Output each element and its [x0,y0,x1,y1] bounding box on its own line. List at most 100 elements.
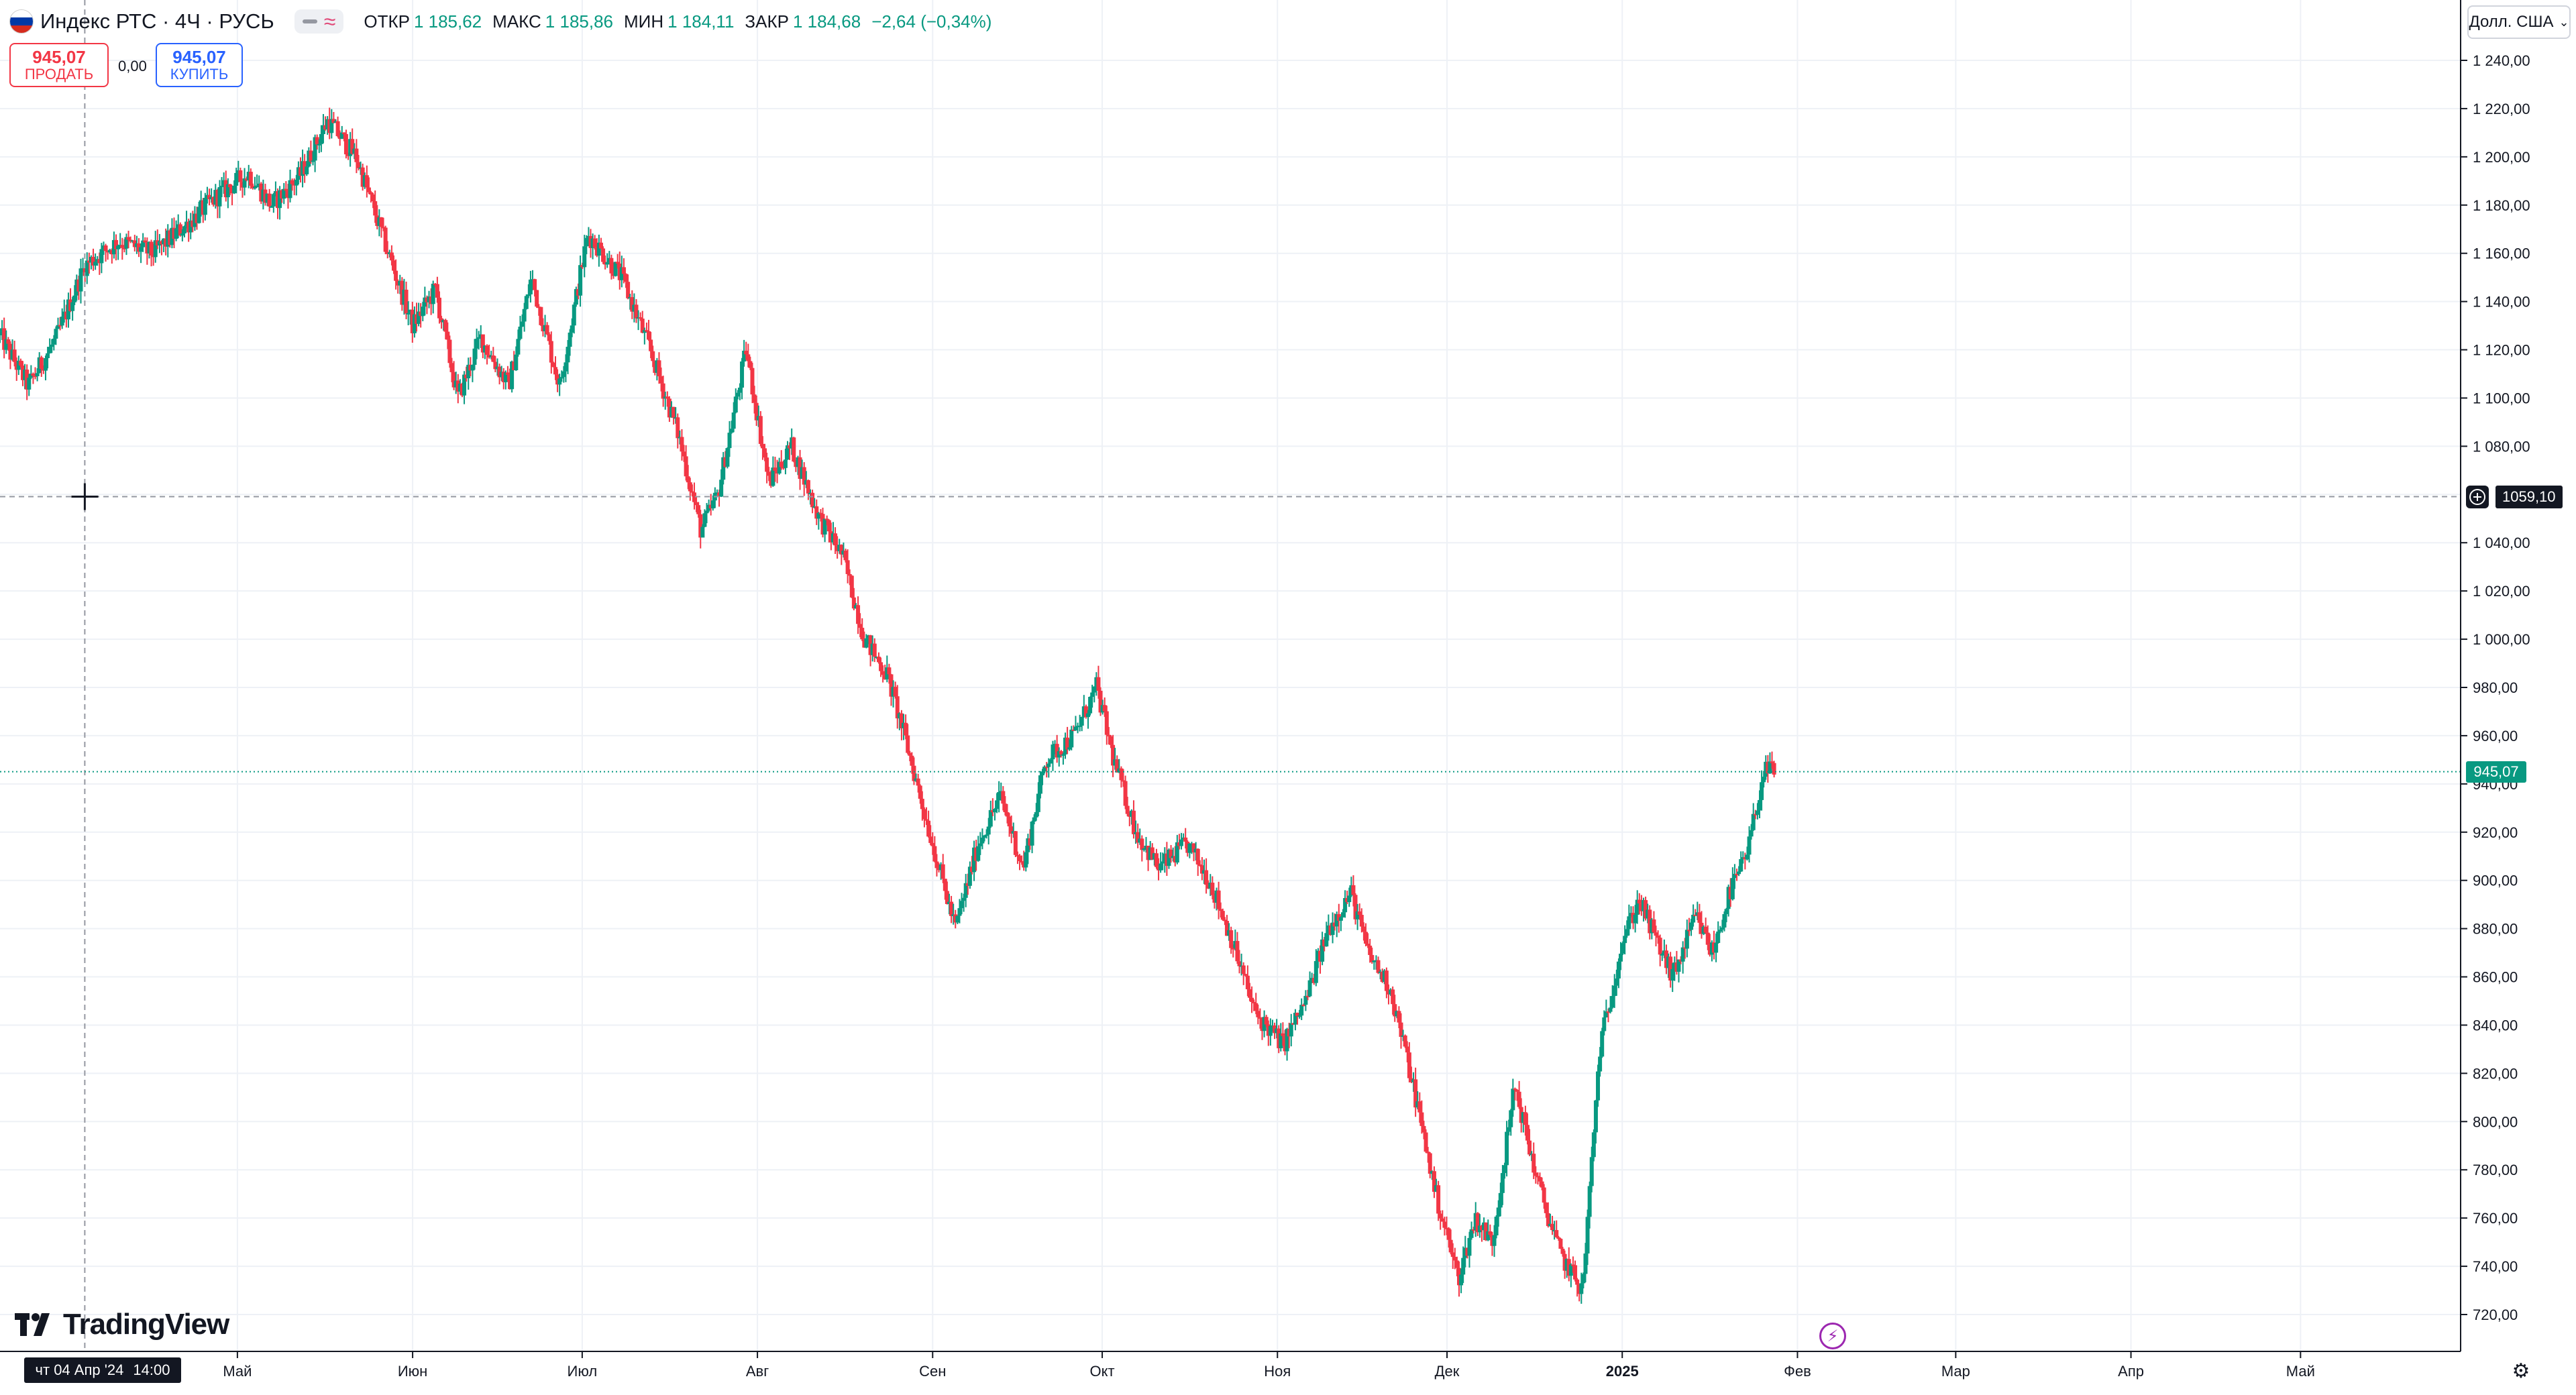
candle-body [1185,841,1190,853]
candle-body [180,233,184,236]
candle-body [35,373,40,376]
indicator-toggle[interactable]: ≈ [294,9,344,34]
candle-body [551,362,555,368]
candle-body [99,249,104,264]
sell-button[interactable]: 945,07 ПРОДАТЬ [9,43,109,87]
candle-body [1701,926,1706,934]
candle-body [1644,900,1648,919]
candle-body [174,229,178,239]
candle-body [52,338,56,345]
candle-body [1285,1028,1289,1052]
candle-body [651,351,655,361]
candle-body [1277,1028,1281,1048]
candle-body [1509,1110,1513,1127]
price-axis[interactable]: 1 240,00 1 220,00 1 200,00 1 180,00 1 160,00… [2461,52,2530,1323]
candle-body [447,339,452,364]
candle-body [1336,914,1341,921]
candle-body [221,180,226,186]
candle-body [1001,791,1006,804]
candle-body [644,330,649,332]
symbol-title[interactable]: Индекс РТС · 4Ч · РУСЬ [40,9,274,33]
crosshair-icon [71,483,99,510]
price-tick-label: 800,00 [2473,1113,2518,1130]
candle-body [1063,737,1068,755]
candle-body [186,221,191,233]
candle-body [91,256,96,266]
candle-body [1311,978,1316,983]
candle-body [1542,1187,1546,1203]
candle-body [227,184,232,188]
candle-body [56,325,60,329]
candle-body [1057,751,1061,758]
candle-body [696,505,701,514]
spread-value: 0,00 [118,58,147,74]
candle-body [586,235,591,238]
candle-body [1368,946,1373,955]
candle-body [74,279,79,296]
candle-body [1707,944,1712,955]
candle-body [982,835,987,838]
candle-body [588,235,593,248]
candle-body [661,383,665,399]
candle-body [1699,922,1704,934]
candle-body [474,339,479,349]
candle-body [33,376,38,378]
candle-body [166,230,170,247]
crosshair-price-label[interactable]: 1059,10 [2466,484,2569,510]
candle-body [232,185,237,194]
candle-body [1391,989,1395,1005]
candle-body [1502,1165,1507,1174]
candle-body [1562,1253,1567,1271]
candle-body [1015,854,1020,856]
buy-button[interactable]: 945,07 КУПИТЬ [156,43,243,87]
candle-body [282,188,286,199]
candle-body [1505,1131,1509,1166]
lightning-icon[interactable]: ⚡ [1819,1323,1846,1349]
price-tick-label: 820,00 [2473,1065,2518,1082]
candle-body [729,429,734,433]
gear-icon[interactable]: ⚙ [2512,1359,2530,1382]
time-axis[interactable]: Май Июн Июл Авг Сен Окт Ноя Дек 2025 Фев Мар Апр Май [223,1351,2315,1380]
candle-body [906,735,910,753]
candle-body [1403,1036,1407,1047]
candle-body [396,280,400,286]
candle-body [1119,768,1124,781]
candle-body [1730,878,1735,899]
currency-select[interactable]: Долл. США ⌄ [2467,5,2571,39]
candle-body [1380,971,1385,983]
candle-body [1013,831,1018,855]
candle-body [0,331,2,335]
candle-body [1233,941,1238,948]
candle-body [792,437,796,462]
candle-body [402,289,407,305]
candle-body [1341,912,1345,917]
candle-body [1361,926,1366,932]
sell-price: 945,07 [32,47,86,67]
candle-body [1529,1154,1534,1156]
candle-body [248,172,253,186]
candle-body [105,251,110,253]
candle-body [499,372,504,378]
candle-body [514,354,519,371]
candle-body [524,296,529,309]
add-alert-icon[interactable] [2466,485,2489,508]
candle-body [1009,826,1014,834]
candle-body [1212,895,1217,903]
candle-body [810,492,815,508]
candle-body [576,289,580,296]
candle-body [1511,1089,1515,1111]
time-tick-label: Мар [1941,1363,1970,1380]
tradingview-logo[interactable]: TradingView [15,1308,229,1341]
candle-body [1273,1025,1277,1034]
candle-body [621,267,626,274]
candle-body [1428,1153,1432,1174]
candle-body [990,810,995,813]
candle-body [1020,861,1024,863]
candle-body [914,778,918,781]
candle-body [1266,1024,1271,1036]
candle-body [1525,1125,1529,1141]
candle-body [748,361,753,368]
candle-body [143,240,148,243]
candle-body [350,139,355,154]
